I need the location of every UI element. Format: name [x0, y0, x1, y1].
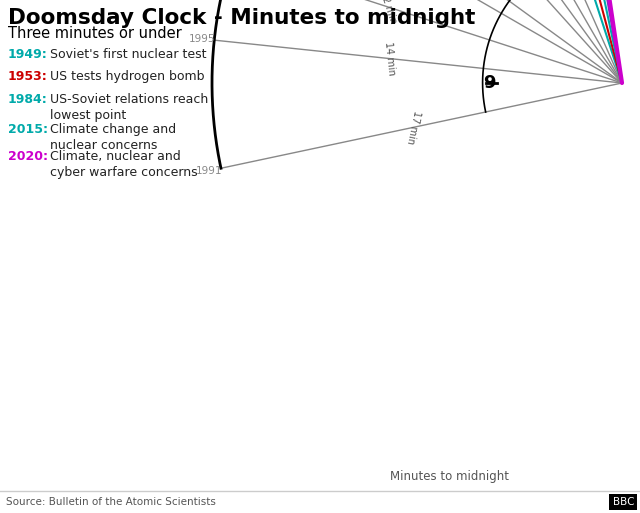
Text: 12 min: 12 min — [378, 0, 398, 25]
Text: 2015:: 2015: — [8, 123, 48, 136]
Text: 14 min: 14 min — [383, 41, 396, 76]
Text: Climate, nuclear and
cyber warfare concerns: Climate, nuclear and cyber warfare conce… — [50, 150, 198, 179]
Text: 17 min: 17 min — [405, 110, 422, 145]
Text: 1953:: 1953: — [8, 70, 48, 83]
Text: Soviet's first nuclear test: Soviet's first nuclear test — [50, 48, 207, 61]
Text: 1949:: 1949: — [8, 48, 48, 61]
Text: BBC: BBC — [612, 497, 634, 507]
Text: 1995: 1995 — [189, 34, 216, 44]
Text: 1991: 1991 — [196, 166, 223, 176]
Text: Three minutes or under: Three minutes or under — [8, 26, 182, 41]
Text: 1984:: 1984: — [8, 93, 48, 106]
Text: Source: Bulletin of the Atomic Scientists: Source: Bulletin of the Atomic Scientist… — [6, 497, 216, 507]
Text: Climate change and
nuclear concerns: Climate change and nuclear concerns — [50, 123, 176, 152]
Text: US-Soviet relations reach
lowest point: US-Soviet relations reach lowest point — [50, 93, 208, 122]
Text: US tests hydrogen bomb: US tests hydrogen bomb — [50, 70, 205, 83]
Text: Doomsday Clock - Minutes to midnight: Doomsday Clock - Minutes to midnight — [8, 8, 476, 28]
Text: Minutes to midnight: Minutes to midnight — [390, 470, 509, 483]
Text: 2020:: 2020: — [8, 150, 48, 163]
Text: 9: 9 — [483, 74, 495, 92]
